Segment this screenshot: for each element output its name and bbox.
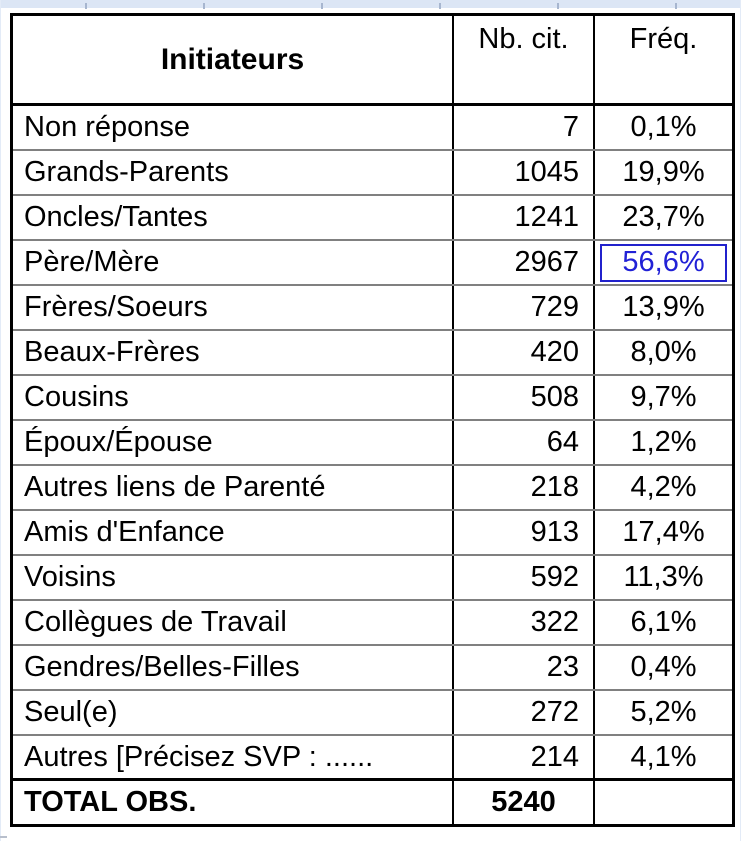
row-count: 218: [452, 466, 593, 509]
total-freq: [593, 781, 732, 824]
row-freq: 4,2%: [593, 466, 732, 509]
gridline-tick: [203, 3, 205, 9]
table-row: Collègues de Travail 322 6,1%: [13, 601, 732, 646]
row-count: 322: [452, 601, 593, 644]
row-freq: 0,1%: [593, 106, 732, 149]
row-count: 913: [452, 511, 593, 554]
row-count: 420: [452, 331, 593, 374]
row-count: 1045: [452, 151, 593, 194]
gridline-tick: [439, 3, 441, 9]
table-row: Autres [Précisez SVP : ...... 214 4,1%: [13, 736, 732, 781]
total-row: TOTAL OBS. 5240: [13, 781, 732, 824]
row-label: Collègues de Travail: [24, 606, 287, 638]
selected-cell-box[interactable]: 56,6%: [600, 243, 727, 282]
gridline-left-edge: [0, 0, 1, 841]
row-count: 23: [452, 646, 593, 689]
row-freq: 17,4%: [593, 511, 732, 554]
row-label: Non réponse: [24, 111, 191, 143]
row-freq: 13,9%: [593, 286, 732, 329]
table-row: Grands-Parents 1045 19,9%: [13, 151, 732, 196]
table-row: Gendres/Belles-Filles 23 0,4%: [13, 646, 732, 691]
row-freq: 56,6%: [593, 241, 732, 284]
row-freq: 8,0%: [593, 331, 732, 374]
total-label: TOTAL OBS.: [24, 786, 197, 818]
row-freq: 19,9%: [593, 151, 732, 194]
row-label: Oncles/Tantes: [24, 201, 208, 233]
row-count: 64: [452, 421, 593, 464]
table-row: Seul(e) 272 5,2%: [13, 691, 732, 736]
row-label: Autres liens de Parenté: [24, 471, 326, 503]
row-count: 1241: [452, 196, 593, 239]
table-row: Époux/Épouse 64 1,2%: [13, 421, 732, 466]
row-label: Grands-Parents: [24, 156, 229, 188]
row-freq: 23,7%: [593, 196, 732, 239]
table-row: Beaux-Frères 420 8,0%: [13, 331, 732, 376]
spreadsheet-row-strip: [0, 0, 741, 8]
row-freq: 6,1%: [593, 601, 732, 644]
row-label: Seul(e): [24, 696, 118, 728]
table-row: Voisins 592 11,3%: [13, 556, 732, 601]
row-label: Voisins: [24, 561, 116, 593]
row-freq: 0,4%: [593, 646, 732, 689]
column-header-freq: Fréq.: [593, 16, 732, 103]
row-count: 214: [452, 736, 593, 778]
row-label: Père/Mère: [24, 246, 160, 278]
row-label: Époux/Épouse: [24, 426, 213, 458]
row-count: 508: [452, 376, 593, 419]
row-count: 7: [452, 106, 593, 149]
row-count: 592: [452, 556, 593, 599]
row-count: 2967: [452, 241, 593, 284]
row-freq: 9,7%: [593, 376, 732, 419]
row-label: Amis d'Enfance: [24, 516, 225, 548]
column-header-nb-cit: Nb. cit.: [452, 16, 593, 103]
gridline-tick: [675, 3, 677, 9]
row-label: Beaux-Frères: [24, 336, 200, 368]
row-count: 729: [452, 286, 593, 329]
row-freq: 5,2%: [593, 691, 732, 734]
table-header-row: Initiateurs Nb. cit. Fréq.: [13, 16, 732, 106]
row-label: Frères/Soeurs: [24, 291, 208, 323]
table-row: Autres liens de Parenté 218 4,2%: [13, 466, 732, 511]
row-freq: 4,1%: [593, 736, 732, 778]
row-freq: 11,3%: [593, 556, 732, 599]
table-row: Amis d'Enfance 913 17,4%: [13, 511, 732, 556]
gridline-tick: [85, 3, 87, 9]
gridline-tick: [557, 3, 559, 9]
gridline-bottom-tick: [0, 836, 7, 838]
gridline-tick: [321, 3, 323, 9]
row-freq: 1,2%: [593, 421, 732, 464]
total-count: 5240: [452, 781, 593, 824]
table-row: Frères/Soeurs 729 13,9%: [13, 286, 732, 331]
table-row: Non réponse 7 0,1%: [13, 106, 732, 151]
row-label: Autres [Précisez SVP : ......: [24, 740, 374, 773]
row-label: Gendres/Belles-Filles: [24, 651, 300, 683]
row-count: 272: [452, 691, 593, 734]
table-row: Oncles/Tantes 1241 23,7%: [13, 196, 732, 241]
table-row: Père/Mère 2967 56,6%: [13, 241, 732, 286]
row-label: Cousins: [24, 381, 129, 413]
table-title: Initiateurs: [160, 42, 305, 76]
frequency-table: Initiateurs Nb. cit. Fréq. Non réponse 7…: [10, 13, 735, 827]
table-row: Cousins 508 9,7%: [13, 376, 732, 421]
